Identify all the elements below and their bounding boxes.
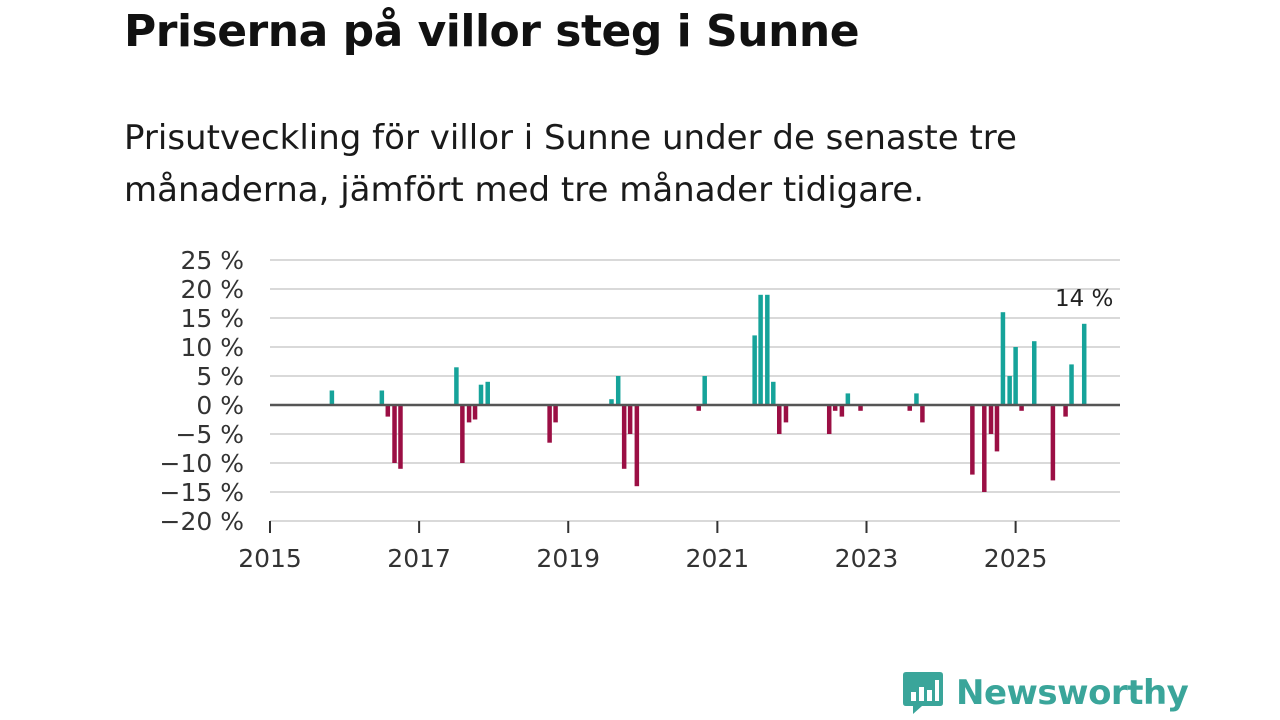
bar-negative [982,405,987,492]
y-tick-label: 25 % [180,246,244,275]
bar-positive [752,335,757,405]
bar-negative [472,405,478,420]
bar-negative [920,405,925,423]
x-tick-label: 2019 [536,544,600,573]
y-tick-label: 20 % [180,275,244,304]
bar-negative [627,405,633,434]
bar-positive [485,381,490,405]
bar-negative [547,405,552,443]
bar-negative [988,405,994,434]
bar-negative [907,405,912,411]
bar-chart-speech-bubble-icon [903,672,943,714]
bar-positive [379,390,385,405]
bar-positive [845,393,851,405]
bar-negative [696,405,701,411]
bar-negative [634,405,640,487]
y-tick-label: −15 % [160,478,244,507]
bar-negative [994,405,1000,452]
bar-negative [553,405,558,423]
x-tick-label: 2023 [835,544,899,573]
latest-value-label: 14 % [1055,286,1113,312]
bar-negative [460,405,465,463]
bar-negative [783,405,789,423]
x-tick-label: 2015 [238,544,302,573]
bar-negative [392,405,397,463]
brand-name: Newsworthy [956,673,1189,713]
bar-negative [621,405,627,469]
y-tick-label: −10 % [160,449,244,478]
bar-negative [970,405,975,475]
bar-positive [1007,376,1012,405]
bar-positive [609,399,614,405]
bar-positive [1013,347,1018,405]
bar-negative [832,405,838,411]
bar-negative [398,405,403,469]
bar-negative [826,405,832,434]
bar-positive [914,393,919,405]
bar-positive [758,294,763,405]
bar-positive [765,294,770,405]
bar-negative [1050,405,1056,481]
bar-positive [702,376,707,405]
bar-negative [777,405,782,434]
bar-negative [1019,405,1024,411]
y-tick-label: −5 % [175,420,244,449]
bar-positive [1081,323,1087,405]
y-tick-label: 15 % [180,304,244,333]
x-tick-label: 2025 [984,544,1048,573]
y-tick-label: 0 % [196,391,244,420]
bar-negative [1063,405,1068,417]
chart-title: Priserna på villor steg i Sunne [124,6,860,57]
x-tick-label: 2017 [387,544,451,573]
bar-negative [385,405,391,417]
chart-subtitle: Prisutveckling för villor i Sunne under … [124,118,1017,210]
bar-negative [466,405,472,423]
bar-positive [478,384,484,405]
bar-positive [1000,312,1006,405]
bar-negative [839,405,845,417]
bar-positive [329,390,335,405]
bar-positive [1032,341,1037,405]
newsworthy-logo: Newsworthy [902,670,1189,716]
y-tick-label: 5 % [196,362,244,391]
y-tick-label: −20 % [160,507,244,536]
bar-positive [615,376,621,405]
y-tick-label: 10 % [180,333,244,362]
bar-negative [858,405,863,411]
bar-positive [1069,364,1074,405]
bar-positive [771,381,776,405]
x-tick-label: 2021 [686,544,750,573]
bar-positive [454,367,459,405]
